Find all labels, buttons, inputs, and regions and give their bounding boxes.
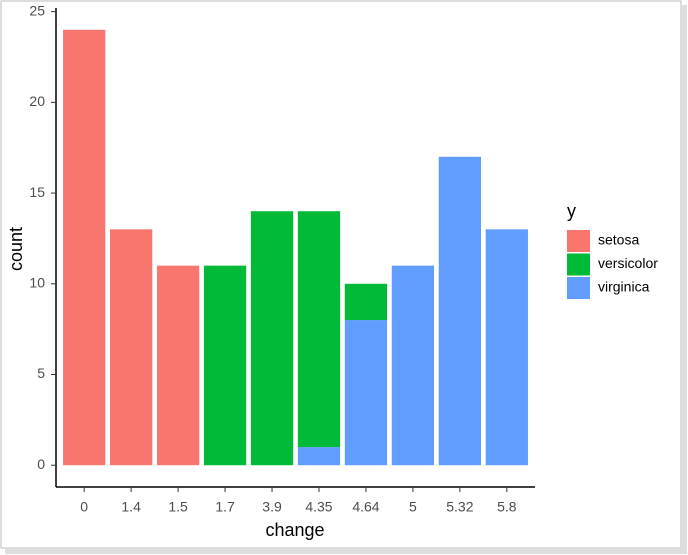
y-tick-label: 20 [29,93,45,109]
bar [438,156,481,466]
bar [344,283,388,321]
x-tick-label: 5.8 [497,499,517,515]
bar [297,447,341,466]
x-tick-label: 1.4 [121,499,141,515]
x-tick-label: 1.5 [168,499,188,515]
bar [203,265,247,466]
bar [63,29,106,466]
legend-label: setosa [598,232,639,248]
bar [297,211,341,448]
x-tick-label: 0 [80,499,88,515]
x-tick-label: 5.32 [446,499,473,515]
legend-swatch [567,253,590,276]
x-tick-label: 3.9 [262,499,282,515]
shadow [5,549,687,554]
x-tick-label: 5 [409,499,417,515]
bar [156,265,200,466]
x-tick-label: 1.7 [215,499,235,515]
x-tick-label: 4.35 [305,499,332,515]
y-tick-label: 10 [29,274,45,290]
legend-label: versicolor [598,255,658,271]
legend-swatch [567,277,590,299]
y-tick-label: 25 [29,2,45,18]
legend-title: y [567,201,576,221]
legend-swatch [567,230,590,252]
bar [485,229,528,466]
y-axis-title: count [6,227,26,271]
legend-label: virginica [598,279,650,295]
x-tick-label: 4.64 [352,499,379,515]
y-tick-label: 5 [37,365,45,381]
y-tick-label: 0 [37,456,45,472]
bar [391,265,435,466]
bar [250,211,294,466]
y-tick-label: 15 [29,184,45,200]
x-axis-title: change [265,520,324,540]
bar [344,320,388,466]
bar [110,229,153,466]
shadow [682,5,687,551]
